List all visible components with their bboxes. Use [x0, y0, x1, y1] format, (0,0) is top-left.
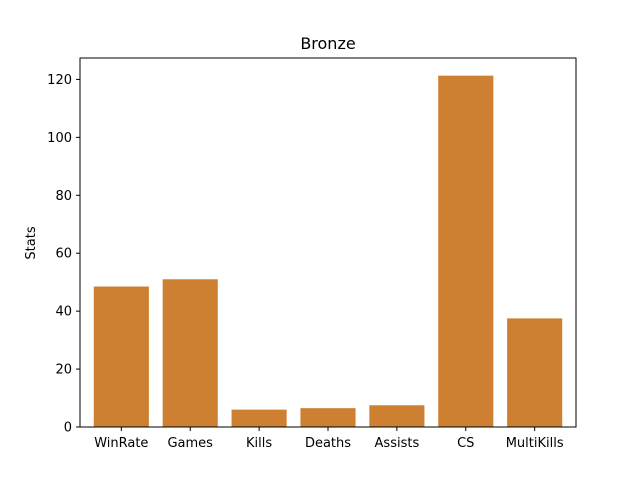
- bar-games: [162, 279, 218, 427]
- y-tick-label: 0: [64, 421, 72, 436]
- x-tick-label: Kills: [246, 436, 272, 451]
- x-tick-label: Games: [167, 436, 213, 451]
- bar-assists: [369, 405, 425, 427]
- x-tick-label: WinRate: [94, 436, 148, 451]
- y-ticks-group: 0 20 40 60 80 100 120: [47, 73, 80, 436]
- y-tick-label: 80: [55, 189, 72, 204]
- y-tick-label: 120: [47, 73, 72, 88]
- bars-group: [93, 75, 563, 428]
- x-tick-label: Deaths: [305, 436, 351, 451]
- x-tick-label: MultiKills: [506, 436, 564, 451]
- x-tick-label: CS: [457, 436, 474, 451]
- bar-multikills: [507, 318, 563, 427]
- bar-deaths: [300, 408, 356, 427]
- bar-winrate: [93, 286, 149, 427]
- y-tick-label: 40: [55, 305, 72, 320]
- x-ticks-group: WinRate Games Kills Deaths Assists CS MultiKil…: [94, 427, 564, 451]
- y-tick-label: 100: [47, 131, 72, 146]
- x-tick-label: Assists: [375, 436, 420, 451]
- y-tick-label: 60: [55, 247, 72, 262]
- y-tick-label: 20: [55, 363, 72, 378]
- chart-title: Bronze: [300, 34, 355, 53]
- bar-kills: [231, 409, 287, 427]
- plot-frame: [79, 57, 577, 428]
- bar-cs: [438, 75, 494, 428]
- y-axis-label: Stats: [24, 226, 39, 259]
